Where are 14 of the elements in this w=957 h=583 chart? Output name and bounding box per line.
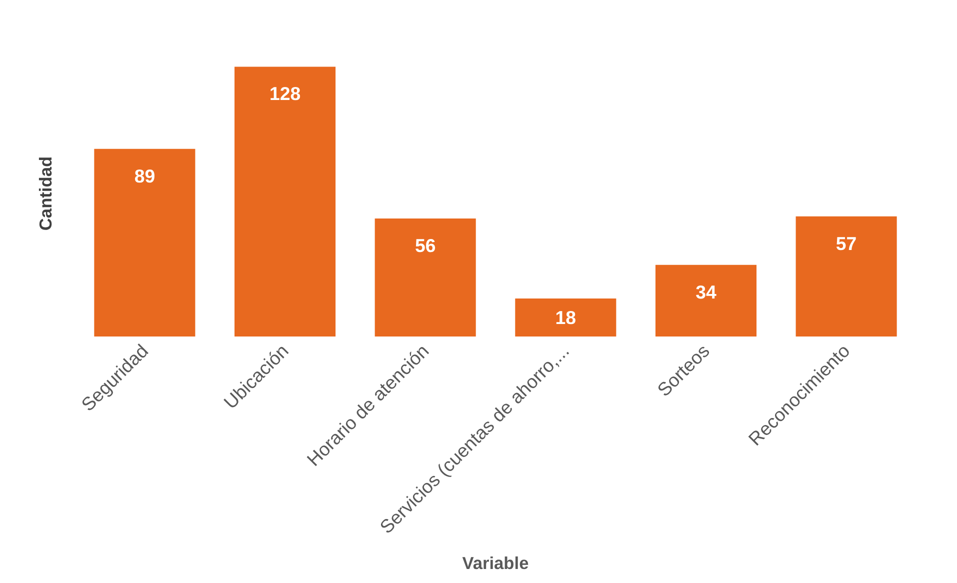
y-axis-title: Cantidad: [36, 156, 56, 231]
data-label: 34: [696, 281, 717, 302]
x-axis-title: Variable: [462, 552, 530, 573]
bar: [374, 218, 476, 336]
data-label: 89: [134, 165, 156, 186]
bar: [515, 298, 616, 336]
bar: [94, 148, 196, 336]
data-label: 57: [836, 232, 857, 254]
bar: [796, 216, 897, 336]
data-label: 128: [269, 83, 301, 104]
bar: [655, 264, 756, 336]
bar: [234, 66, 336, 336]
data-label: 18: [555, 307, 576, 328]
data-label: 56: [414, 234, 436, 256]
